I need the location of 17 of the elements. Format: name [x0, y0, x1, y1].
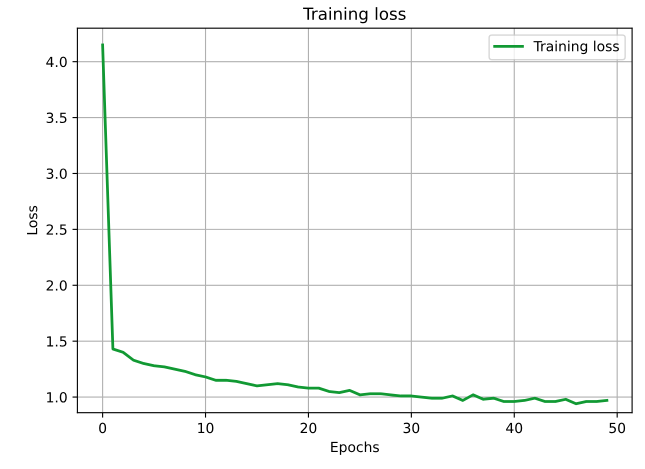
x-tick-label: 0	[99, 422, 106, 434]
x-tick-label: 40	[506, 422, 522, 434]
x-tick-label: 50	[609, 422, 626, 434]
x-tick-label: 30	[404, 422, 420, 434]
x-tick-label: 20	[300, 422, 316, 434]
y-tick-label: 3.0	[46, 168, 67, 179]
y-tick-label: 1.0	[47, 392, 67, 403]
y-tick-label: 3.5	[46, 112, 66, 124]
y-tick-label: 4.0	[46, 56, 67, 68]
x-axis-title: Epochs	[331, 441, 379, 455]
chart-title: Training loss	[303, 7, 406, 24]
y-tick-label: 2.0	[46, 280, 67, 291]
y-tick-label: 1.5	[47, 336, 66, 347]
legend-label: Training loss	[534, 40, 619, 54]
y-axis-title: Loss	[27, 206, 38, 234]
y-tick-label: 2.5	[46, 224, 66, 235]
x-tick-label: 10	[198, 422, 214, 434]
